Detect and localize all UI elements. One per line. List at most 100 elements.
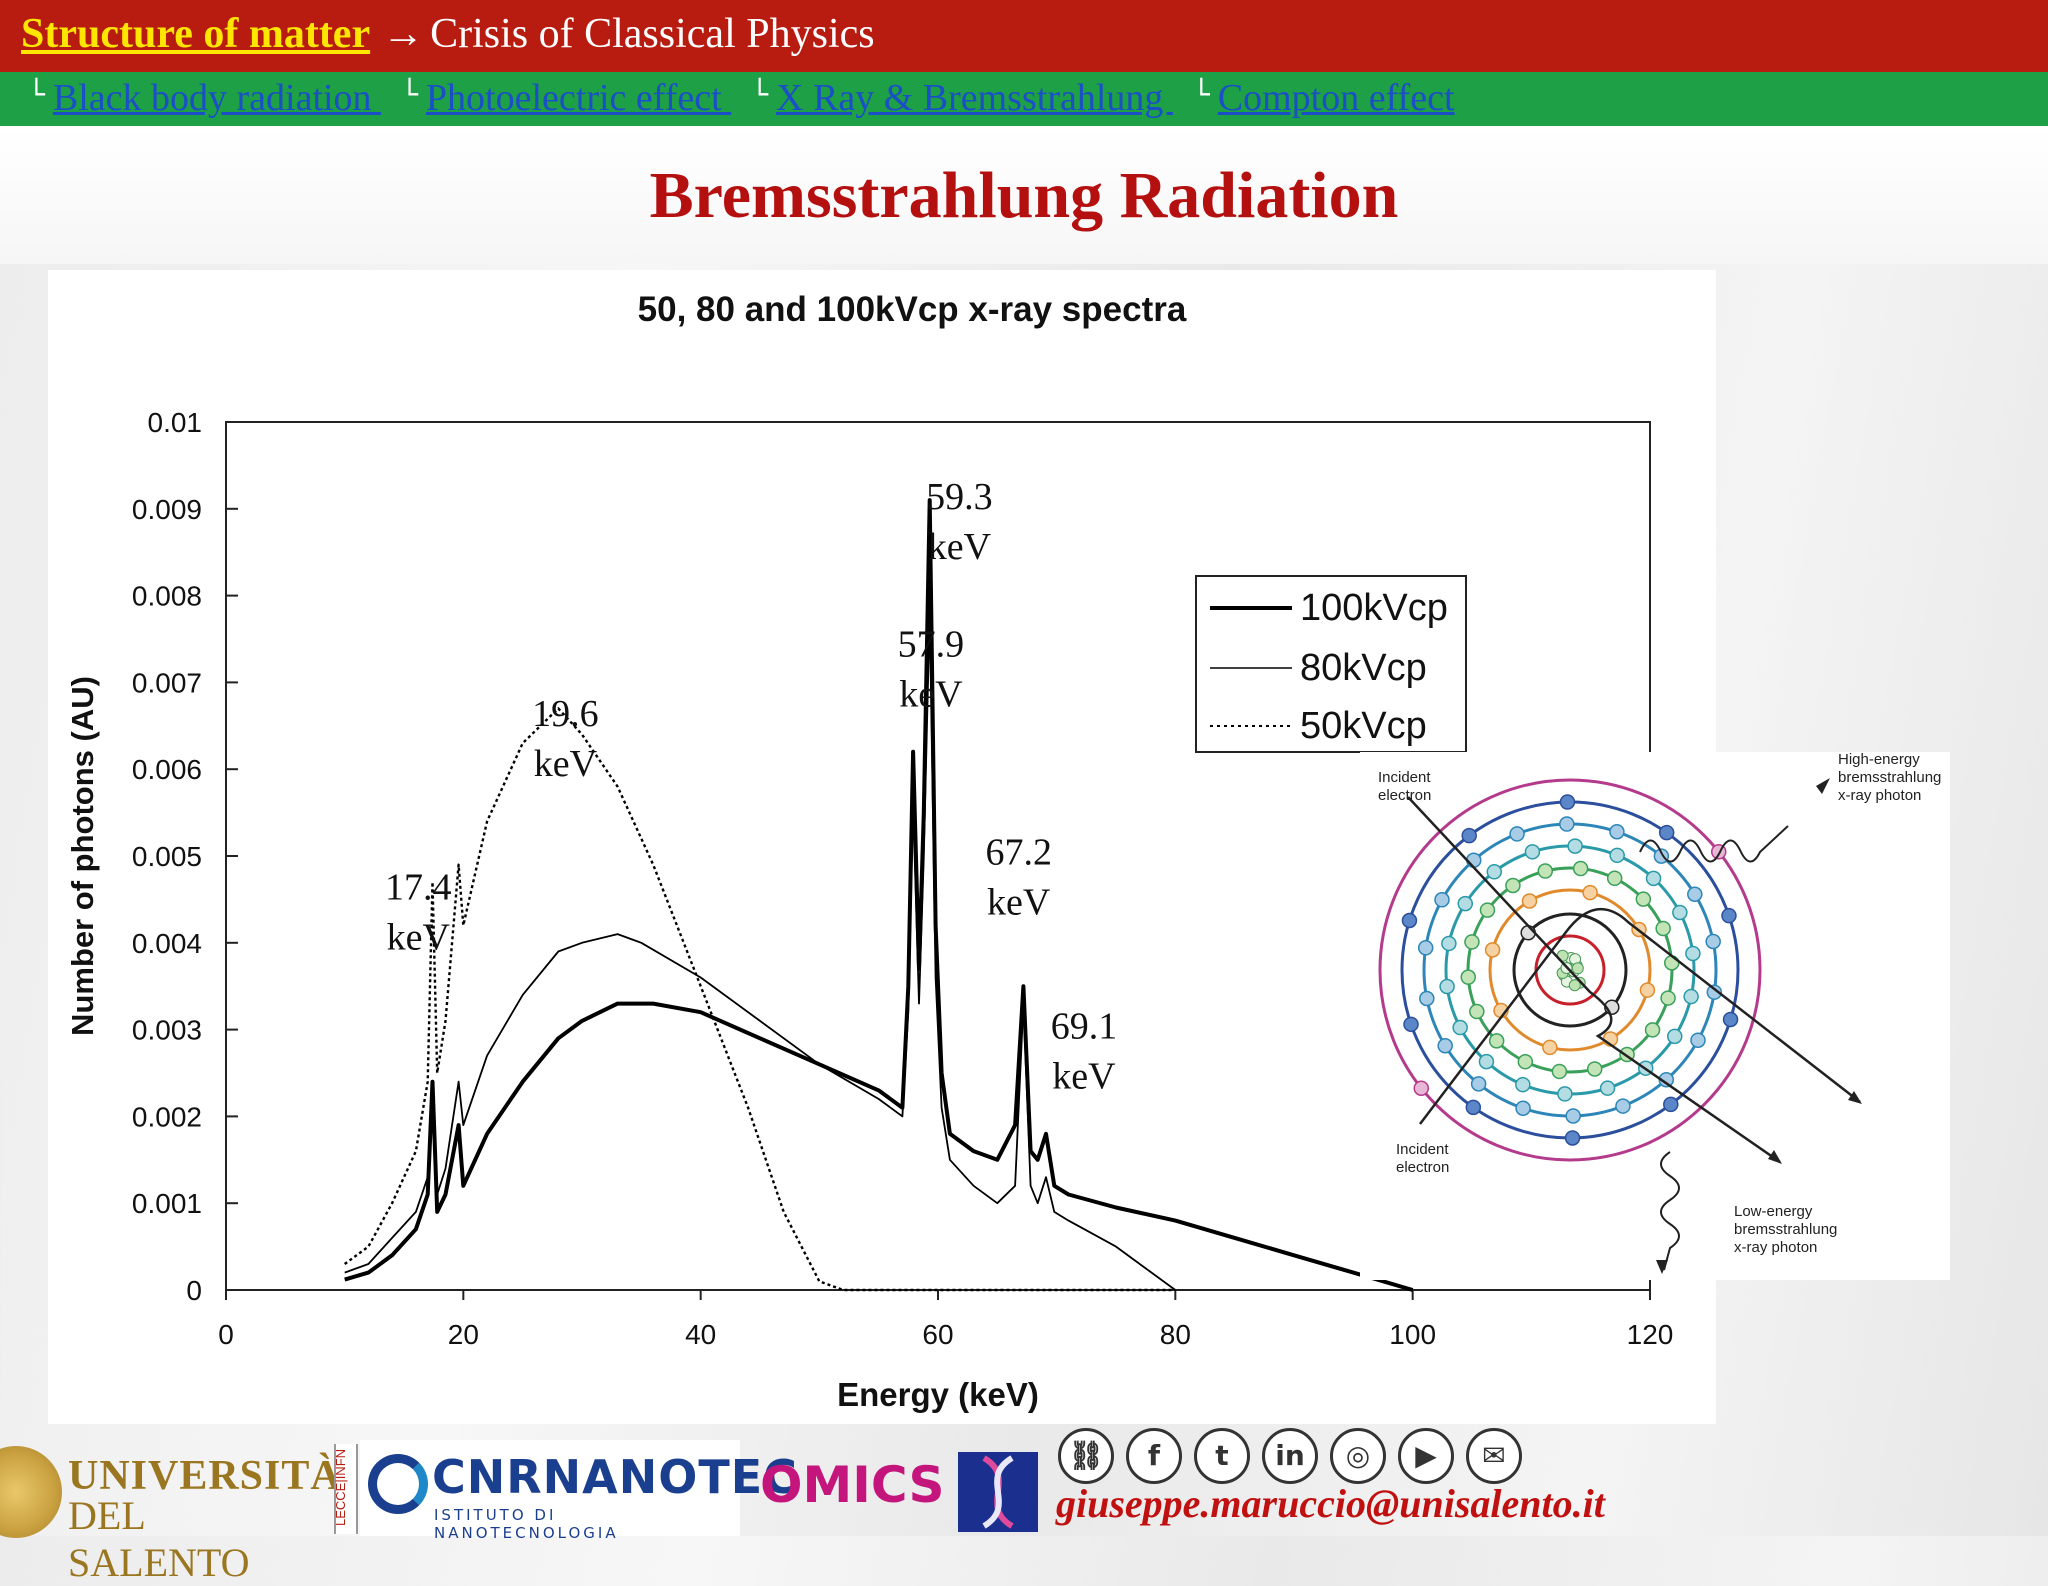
electron-dot xyxy=(1452,1019,1468,1036)
electron-dot xyxy=(1599,1080,1616,1096)
omics-logo: OMICS xyxy=(746,1440,956,1536)
electron-dot xyxy=(1685,945,1701,962)
electron-dot xyxy=(1479,902,1496,918)
electron-dot xyxy=(1457,895,1474,912)
electron-dot xyxy=(1537,863,1554,879)
electron-dot xyxy=(1413,1080,1430,1096)
top-banner xyxy=(0,0,2048,72)
chart-title: 50, 80 and 100kVcp x-ray spectra xyxy=(638,290,1187,329)
x-tick-label: 60 xyxy=(922,1319,953,1350)
electron-dot xyxy=(1470,1076,1487,1092)
mail-icon[interactable]: ✉ xyxy=(1466,1428,1522,1484)
electron-dot xyxy=(1655,920,1671,937)
link-icon[interactable]: ⛓ xyxy=(1058,1428,1114,1484)
nucleon-dot xyxy=(1568,979,1581,992)
electron-dot xyxy=(1417,940,1434,956)
electron-dot xyxy=(1551,1063,1568,1080)
electron-dot xyxy=(1465,852,1482,868)
lecce-infn-logo: LECCE|INFN xyxy=(333,1444,358,1534)
twitter-icon[interactable]: t xyxy=(1194,1428,1250,1484)
nucleon-dot xyxy=(1571,962,1584,975)
subtopic-link-black-body[interactable]: Black body radiation xyxy=(52,77,382,119)
legend-entry-50kvcp: 50kVcp xyxy=(1300,705,1427,747)
unisalento-name-line2: DEL SALENTO xyxy=(68,1493,250,1585)
electron-dot xyxy=(1434,892,1450,908)
electron-dot xyxy=(1645,870,1662,887)
cnr-nanotec-logo: CNRNANOTEC ISTITUTO DI NANOTECNOLOGIA xyxy=(360,1440,797,1542)
peak-annotation: 67.2 keV xyxy=(985,832,1052,924)
electron-dot xyxy=(1572,860,1589,877)
electron-dot xyxy=(1663,955,1680,971)
electron-dot xyxy=(1565,1108,1581,1124)
cnr-nanotec-name: CNRNANOTEC xyxy=(432,1450,798,1504)
electron-dot xyxy=(1509,826,1525,842)
unisalento-logo: UNIVERSITÀ DEL SALENTO xyxy=(0,1440,341,1585)
y-tick-label: 0.009 xyxy=(132,494,202,525)
atom-diagram-svg: Incident electron Incident electron High-e… xyxy=(1378,751,1941,1274)
tree-branch-icon: └ xyxy=(28,78,45,111)
electron-dot xyxy=(1461,827,1477,844)
legend-entry-80kvcp: 80kVcp xyxy=(1300,647,1427,689)
topic-label: Crisis of Classical Physics xyxy=(430,11,875,57)
linkedin-icon[interactable]: in xyxy=(1262,1428,1318,1484)
x-tick-label: 40 xyxy=(685,1319,716,1350)
y-tick-label: 0.002 xyxy=(132,1101,202,1132)
peak-annotation: 59.3 keV xyxy=(926,476,993,568)
arrowhead-icon xyxy=(1656,1260,1668,1274)
subtopic-link-compton[interactable]: Compton effect xyxy=(1217,77,1455,119)
electron-dot xyxy=(1557,1086,1573,1102)
electron-dot xyxy=(1690,1032,1706,1048)
x-tick-label: 120 xyxy=(1627,1319,1674,1350)
electron-dot xyxy=(1644,1022,1661,1038)
electron-dot xyxy=(1609,847,1625,864)
tree-branch-icon: └ xyxy=(401,78,418,111)
y-tick-label: 0.006 xyxy=(132,754,202,785)
subtopic-link-xray[interactable]: X Ray & Bremsstrahlung xyxy=(776,77,1173,119)
electron-dot xyxy=(1687,886,1703,903)
y-tick-label: 0.008 xyxy=(132,581,202,612)
electron-dot xyxy=(1486,864,1503,880)
electron-dot xyxy=(1460,969,1477,985)
youtube-icon[interactable]: ▶ xyxy=(1398,1428,1454,1484)
electron-shell xyxy=(1378,778,1762,1162)
peak-annotation: 17.4 keV xyxy=(385,866,452,958)
electron-dot xyxy=(1722,1011,1739,1028)
electron-dot xyxy=(1542,1039,1558,1056)
contact-email[interactable]: giuseppe.maruccio@unisalento.it xyxy=(1056,1481,1605,1526)
electron-dot xyxy=(1721,907,1737,924)
peak-annotation: 69.1 keV xyxy=(1051,1005,1118,1097)
electron-dot xyxy=(1586,1061,1603,1077)
instagram-icon[interactable]: ◎ xyxy=(1330,1428,1386,1484)
legend: 100kVcp 80kVcp 50kVcp xyxy=(1195,575,1467,753)
footer-logos: UNIVERSITÀ DEL SALENTO LECCE|INFN CNRNAN… xyxy=(0,1440,1050,1585)
electron-dot xyxy=(1478,1053,1495,1070)
electron-dot xyxy=(1488,1033,1505,1049)
electron-dot xyxy=(1403,1016,1419,1033)
electron-dot xyxy=(1567,838,1583,854)
incident-electron-path-1 xyxy=(1407,796,1781,1164)
electron-dot xyxy=(1609,823,1625,840)
bremsstrahlung-atom-diagram: Incident electron Incident electron High-e… xyxy=(1360,751,1950,1280)
electron-dot xyxy=(1484,942,1501,958)
title-area xyxy=(0,126,2048,264)
subtopic-link-photoelectric[interactable]: Photoelectric effect xyxy=(425,77,732,119)
subtopic-nav: └ Black body radiation └ Photoelectric eff… xyxy=(28,76,1475,120)
electron-dot xyxy=(1465,1099,1482,1116)
electron-dot xyxy=(1705,933,1721,950)
arrowhead-icon xyxy=(1848,1091,1862,1104)
electron-dot xyxy=(1441,935,1457,952)
electron-dot xyxy=(1683,988,1699,1005)
y-tick-label: 0.005 xyxy=(132,841,202,872)
y-tick-label: 0.01 xyxy=(148,407,203,438)
tree-branch-icon: └ xyxy=(751,78,769,111)
facebook-icon[interactable]: f xyxy=(1126,1428,1182,1484)
electron-dot xyxy=(1615,1098,1631,1114)
high-energy-photon-label: High-energy bremsstrahlung x-ray photon xyxy=(1838,752,1941,804)
electron-dot xyxy=(1564,1130,1581,1146)
lecce-infn-text: LECCE|INFN xyxy=(333,1448,349,1527)
electron-shell xyxy=(1488,888,1652,1052)
section-link[interactable]: Structure of matter xyxy=(21,11,371,57)
electron-dot xyxy=(1660,990,1676,1006)
electron-dot xyxy=(1582,884,1598,901)
y-tick-label: 0.003 xyxy=(132,1015,202,1046)
